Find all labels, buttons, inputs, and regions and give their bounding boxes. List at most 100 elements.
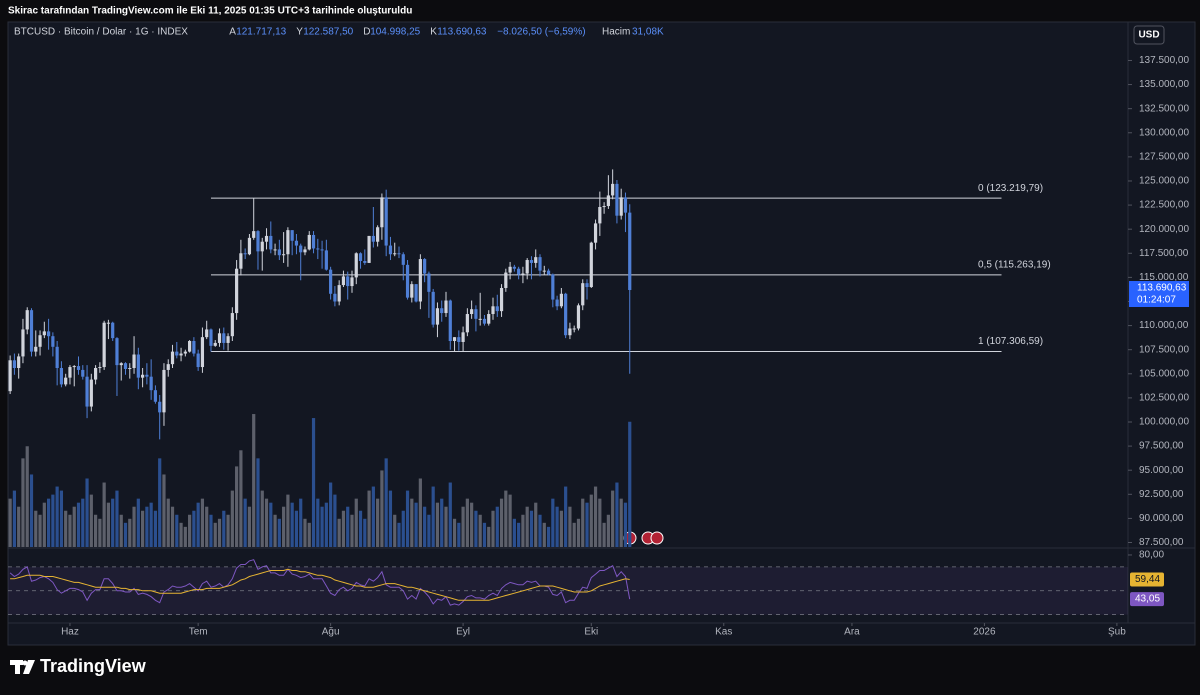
candle-body bbox=[89, 379, 93, 407]
volume-bar bbox=[358, 510, 363, 547]
volume-bar bbox=[162, 474, 166, 547]
candle-body bbox=[418, 259, 422, 302]
candle-body bbox=[585, 283, 589, 288]
volume-bar bbox=[329, 482, 333, 547]
volume-bar bbox=[170, 506, 175, 547]
volume-bar bbox=[444, 506, 448, 547]
volume-bar bbox=[593, 486, 598, 547]
volume-bar bbox=[282, 506, 286, 547]
volume-bar bbox=[179, 522, 183, 547]
legend-key: Hacim bbox=[602, 27, 630, 38]
volume-bar bbox=[559, 510, 563, 547]
volume-bar bbox=[470, 502, 474, 547]
candle-body bbox=[230, 313, 234, 337]
volume-bar bbox=[307, 522, 311, 547]
candle-body bbox=[303, 249, 307, 253]
volume-bar bbox=[452, 518, 457, 547]
candle-body bbox=[273, 249, 277, 251]
volume-bar bbox=[17, 506, 21, 547]
candle-body bbox=[495, 306, 499, 312]
volume-bar bbox=[606, 514, 610, 547]
volume-bar bbox=[260, 490, 264, 547]
x-tick-label: Kas bbox=[715, 627, 732, 638]
chart-panel bbox=[7, 21, 1196, 646]
volume-bar bbox=[183, 526, 187, 547]
volume-bar bbox=[534, 502, 538, 547]
volume-bar bbox=[256, 458, 260, 547]
event-flag[interactable] bbox=[650, 531, 664, 545]
candle-body bbox=[606, 195, 610, 207]
candle-body bbox=[196, 353, 200, 368]
volume-bar bbox=[316, 498, 320, 547]
volume-bar bbox=[192, 510, 196, 547]
y-tick-label: 92.500,00 bbox=[1139, 489, 1184, 500]
currency-button[interactable] bbox=[1133, 25, 1165, 45]
volume-bar bbox=[166, 498, 170, 547]
volume-bar bbox=[350, 514, 354, 547]
volume-bar bbox=[482, 522, 487, 547]
candle-body bbox=[226, 336, 230, 343]
candle-body bbox=[158, 401, 162, 413]
candle-body bbox=[576, 305, 581, 329]
volume-bar bbox=[222, 510, 226, 547]
candle-body bbox=[551, 274, 555, 300]
candle-body bbox=[175, 351, 179, 356]
volume-bar bbox=[38, 514, 42, 547]
candle-body bbox=[260, 241, 264, 252]
volume-bar bbox=[465, 498, 469, 547]
volume-bar bbox=[363, 518, 367, 547]
volume-bar bbox=[106, 502, 111, 547]
volume-bar bbox=[136, 498, 140, 547]
candle-body bbox=[42, 331, 46, 336]
x-tick-label: Ara bbox=[844, 627, 860, 638]
y-tick-label: 115.000,00 bbox=[1139, 272, 1189, 283]
logo bbox=[10, 660, 35, 674]
volume-bar bbox=[188, 514, 192, 547]
candle-body bbox=[405, 264, 410, 298]
candle-body bbox=[183, 351, 187, 354]
candle-body bbox=[388, 245, 393, 255]
y-tick-label: 90.000,00 bbox=[1139, 513, 1184, 524]
y-tick-label: 137.500,00 bbox=[1139, 55, 1189, 66]
volume-bar bbox=[209, 514, 213, 547]
y-tick-label: 122.500,00 bbox=[1139, 200, 1189, 211]
y-tick-label: 105.000,00 bbox=[1139, 368, 1189, 379]
volume-bar bbox=[320, 506, 324, 547]
candle-body bbox=[525, 260, 529, 274]
volume-bar bbox=[294, 510, 299, 547]
volume-bar bbox=[628, 421, 632, 547]
y-tick-label: 110.000,00 bbox=[1139, 320, 1189, 331]
candle-body bbox=[350, 277, 354, 287]
volume-bar bbox=[8, 498, 12, 547]
volume-bar bbox=[341, 510, 346, 547]
candle-body bbox=[217, 333, 222, 343]
currency[interactable]: USD bbox=[1138, 30, 1159, 41]
legend-value: 113.690,63 bbox=[437, 27, 487, 38]
candle-body bbox=[559, 293, 563, 307]
candle-body bbox=[8, 360, 12, 392]
x-tick-label: Haz bbox=[61, 627, 79, 638]
candle-body bbox=[102, 322, 106, 368]
rsi-badge bbox=[1130, 592, 1164, 607]
candle-body bbox=[602, 206, 606, 208]
y-tick-label: 102.500,00 bbox=[1139, 393, 1189, 404]
volume-bar bbox=[572, 522, 576, 547]
fib-label: 0,5 (115.263,19) bbox=[978, 259, 1051, 270]
candle-body bbox=[299, 245, 303, 253]
candle-body bbox=[431, 291, 435, 325]
volume-bar bbox=[111, 498, 115, 547]
volume-bar bbox=[85, 478, 89, 547]
volume-bar bbox=[431, 486, 435, 547]
candle-body bbox=[499, 287, 504, 312]
volume-bar bbox=[414, 502, 418, 547]
rsi-badge-label: 59,44 bbox=[1135, 574, 1160, 585]
volume-bar bbox=[68, 514, 72, 547]
volume-bar bbox=[538, 514, 542, 547]
volume-bar bbox=[200, 498, 205, 547]
candle-body bbox=[316, 248, 320, 250]
volume-bar bbox=[196, 502, 200, 547]
candle-body bbox=[21, 329, 25, 357]
candle-body bbox=[320, 249, 324, 251]
